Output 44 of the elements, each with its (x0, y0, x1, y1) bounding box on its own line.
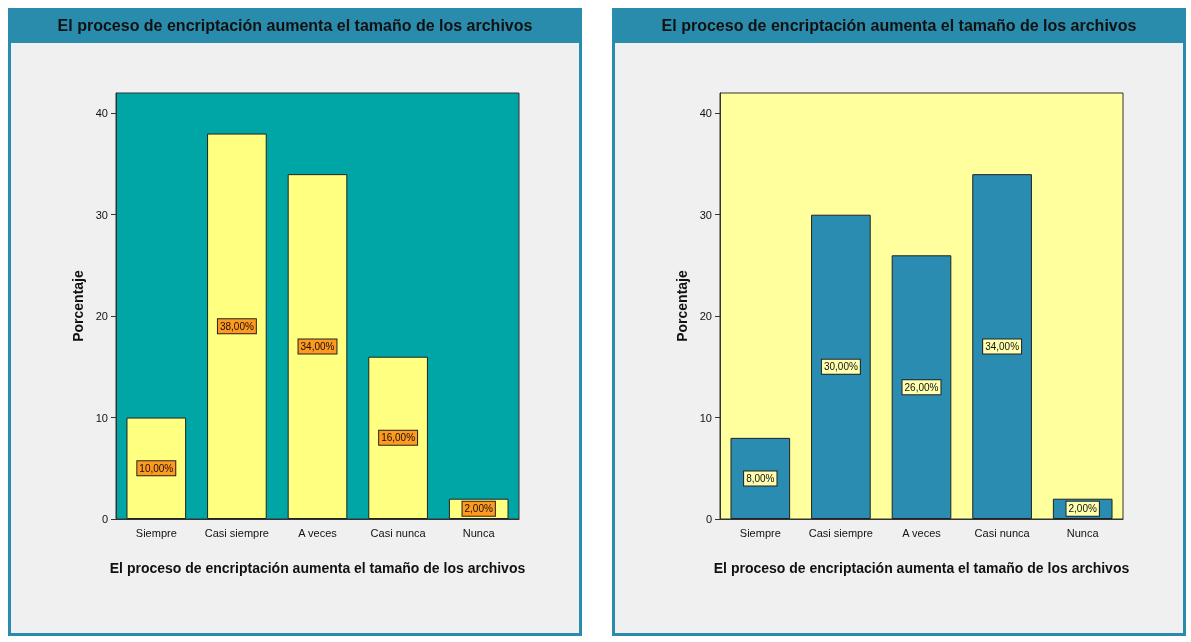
y-tick-label: 20 (699, 310, 712, 323)
y-tick-label: 40 (699, 107, 712, 120)
x-tick-label: Nunca (462, 526, 496, 539)
x-axis-title: El proceso de encriptación aumenta el tamaño de los archivos (713, 559, 1130, 576)
y-tick-label: 30 (699, 208, 712, 221)
y-tick-label: 20 (95, 310, 108, 323)
data-label: 30,00% (823, 361, 858, 373)
x-axis-title: El proceso de encriptación aumenta el tamaño de los archivos (109, 559, 526, 576)
x-tick-label: A veces (298, 526, 338, 539)
x-tick-label: A veces (902, 526, 942, 539)
data-label: 38,00% (219, 320, 254, 332)
y-tick-label: 10 (699, 411, 712, 424)
y-tick-label: 40 (95, 107, 108, 120)
bar (811, 214, 871, 519)
y-tick-label: 0 (705, 513, 712, 525)
data-label: 16,00% (381, 432, 416, 444)
x-tick-label: Casi siempre (204, 526, 269, 539)
data-label: 2,00% (464, 503, 493, 515)
y-axis-title: Porcentaje (673, 270, 690, 342)
x-tick-label: Casi nunca (370, 526, 427, 539)
x-tick-label: Casi nunca (974, 526, 1031, 539)
data-label: 34,00% (985, 341, 1020, 353)
x-tick-label: Siempre (135, 526, 177, 539)
data-label: 34,00% (300, 341, 335, 353)
x-tick-label: Siempre (739, 526, 781, 539)
bar (972, 174, 1032, 519)
bar (126, 417, 187, 519)
data-label: 10,00% (139, 462, 174, 474)
data-label: 8,00% (746, 472, 775, 484)
bar (368, 356, 428, 519)
bar (891, 255, 952, 519)
y-axis-title: Porcentaje (69, 270, 86, 342)
x-tick-label: Casi siempre (808, 526, 873, 539)
bar (287, 174, 348, 519)
chart-title: El proceso de encriptación aumenta el tamaño de los archivos (11, 11, 579, 43)
x-tick-label: Nunca (1066, 526, 1100, 539)
y-tick-label: 0 (101, 513, 108, 525)
bar (207, 133, 267, 519)
data-label: 26,00% (904, 381, 939, 393)
chart-title: El proceso de encriptación aumenta el tamaño de los archivos (615, 11, 1183, 43)
data-label: 2,00% (1068, 503, 1097, 515)
y-tick-label: 30 (95, 208, 108, 221)
bar (730, 437, 791, 519)
y-tick-label: 10 (95, 411, 108, 424)
